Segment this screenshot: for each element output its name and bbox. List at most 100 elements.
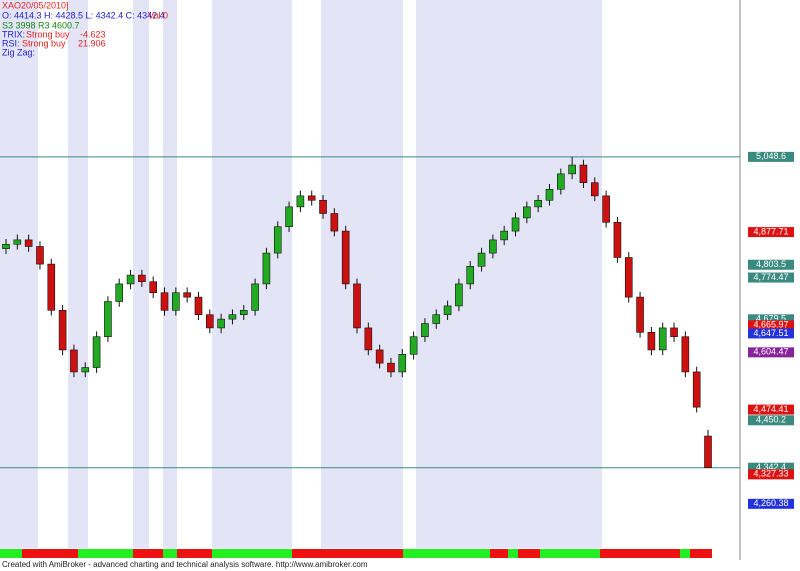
price-marker-label: 4,803.5 (756, 259, 786, 269)
signal-segment (508, 549, 518, 558)
trix-value: -4.623 (80, 29, 106, 39)
candle-body (239, 310, 248, 316)
candle-body (104, 301, 112, 338)
candle-body (206, 314, 214, 329)
signal-segment (163, 549, 177, 558)
price-marker-box (748, 347, 794, 358)
candle-body (160, 292, 169, 311)
shading (0, 0, 602, 548)
candle-body (647, 332, 656, 351)
candle-body (217, 318, 225, 329)
candle-body (375, 349, 384, 364)
candle-body (228, 314, 237, 320)
candle-body (579, 164, 588, 183)
price-marker-label: 4,679.5 (756, 314, 786, 324)
signal-segment (403, 549, 490, 558)
candle-body (704, 435, 712, 469)
price-marker-box (748, 415, 794, 426)
candle-body (455, 283, 463, 307)
candle-body (658, 327, 667, 351)
price-marker-label: 4,327.33 (753, 469, 788, 479)
candle-body (692, 371, 701, 408)
price-marker-box (748, 320, 794, 331)
candle-body (70, 349, 78, 373)
rsi-signal: Strong buy (22, 38, 66, 48)
price-marker-box (748, 151, 794, 162)
candle-body (353, 283, 361, 329)
signal-segment (133, 549, 163, 558)
candle-body (534, 199, 542, 208)
price-marker-box (748, 462, 794, 473)
signal-segment (540, 549, 600, 558)
candle-body (466, 265, 475, 285)
price-marker-box (748, 404, 794, 415)
candle-body (624, 257, 633, 298)
volume: Vol:0 (148, 10, 168, 20)
price-marker-label: 5,048.6 (756, 151, 786, 161)
candle-body (24, 239, 33, 247)
candle-body (138, 274, 146, 283)
signal-segment (212, 549, 292, 558)
candle-body (636, 296, 644, 333)
candle-body (92, 336, 101, 368)
candle-body (126, 274, 135, 285)
candle-body (613, 221, 622, 258)
ohlc: O: 4414.3 H: 4428.5 L: 4342.4 C: 4342.4 (2, 10, 165, 20)
candle-body (568, 164, 576, 175)
signal-segment (690, 549, 712, 558)
trix-signal: Strong buy (26, 29, 70, 39)
footer: Created with AmiBroker - advanced charti… (2, 560, 368, 569)
signal-strip (0, 549, 712, 558)
price-marker-box (748, 227, 794, 238)
candle-body (183, 292, 191, 298)
candle-body (477, 252, 486, 267)
candle-body (149, 281, 157, 294)
signal-segment (518, 549, 540, 558)
price-marker-label: 4,260.38 (753, 498, 788, 508)
candle-body (489, 239, 497, 254)
candle-body (330, 213, 339, 232)
candle-body (36, 246, 44, 265)
candle-body (115, 283, 124, 302)
signal-segment (0, 549, 22, 558)
price-marker-box (748, 328, 794, 339)
price-marker-box (748, 259, 794, 270)
signal-segment (22, 549, 78, 558)
candle-body (262, 252, 271, 285)
rsi-label: RSI: (2, 38, 20, 48)
candle-body (172, 292, 180, 311)
candle-body (681, 336, 690, 373)
candle-body (443, 305, 452, 316)
trix-label: TRIX: (2, 29, 25, 39)
rsi-value: 21.906 (78, 38, 106, 48)
candle-body (409, 336, 418, 355)
candle-body (13, 239, 22, 245)
candle-body (432, 314, 441, 324)
price-marker-box (748, 272, 794, 283)
price-marker-label: 4,450.2 (756, 415, 786, 425)
candle-body (58, 310, 67, 351)
candle-body (273, 226, 282, 254)
candle-body (251, 283, 259, 311)
candle-body (285, 206, 293, 227)
candle-body (2, 243, 10, 249)
candle-body (194, 296, 203, 316)
signal-segment (78, 549, 133, 558)
candle-body (341, 230, 350, 285)
price-marker-label: 4,342.4 (756, 462, 786, 472)
price-marker-label: 4,604.47 (753, 347, 788, 357)
candle-body (500, 230, 508, 241)
candle-body (364, 327, 373, 351)
candle-body (670, 327, 678, 338)
price-marker-label: 4,474.41 (753, 404, 788, 414)
signal-segment (490, 549, 508, 558)
price-marker-label: 4,647.51 (753, 328, 788, 338)
candle-body (387, 362, 395, 373)
zigzag: Zig Zag: (2, 47, 35, 57)
signal-segment (680, 549, 690, 558)
price-marker-box (748, 469, 794, 480)
price-marker-box (748, 498, 794, 509)
candle-body (296, 195, 305, 208)
price-marker-box (748, 314, 794, 325)
